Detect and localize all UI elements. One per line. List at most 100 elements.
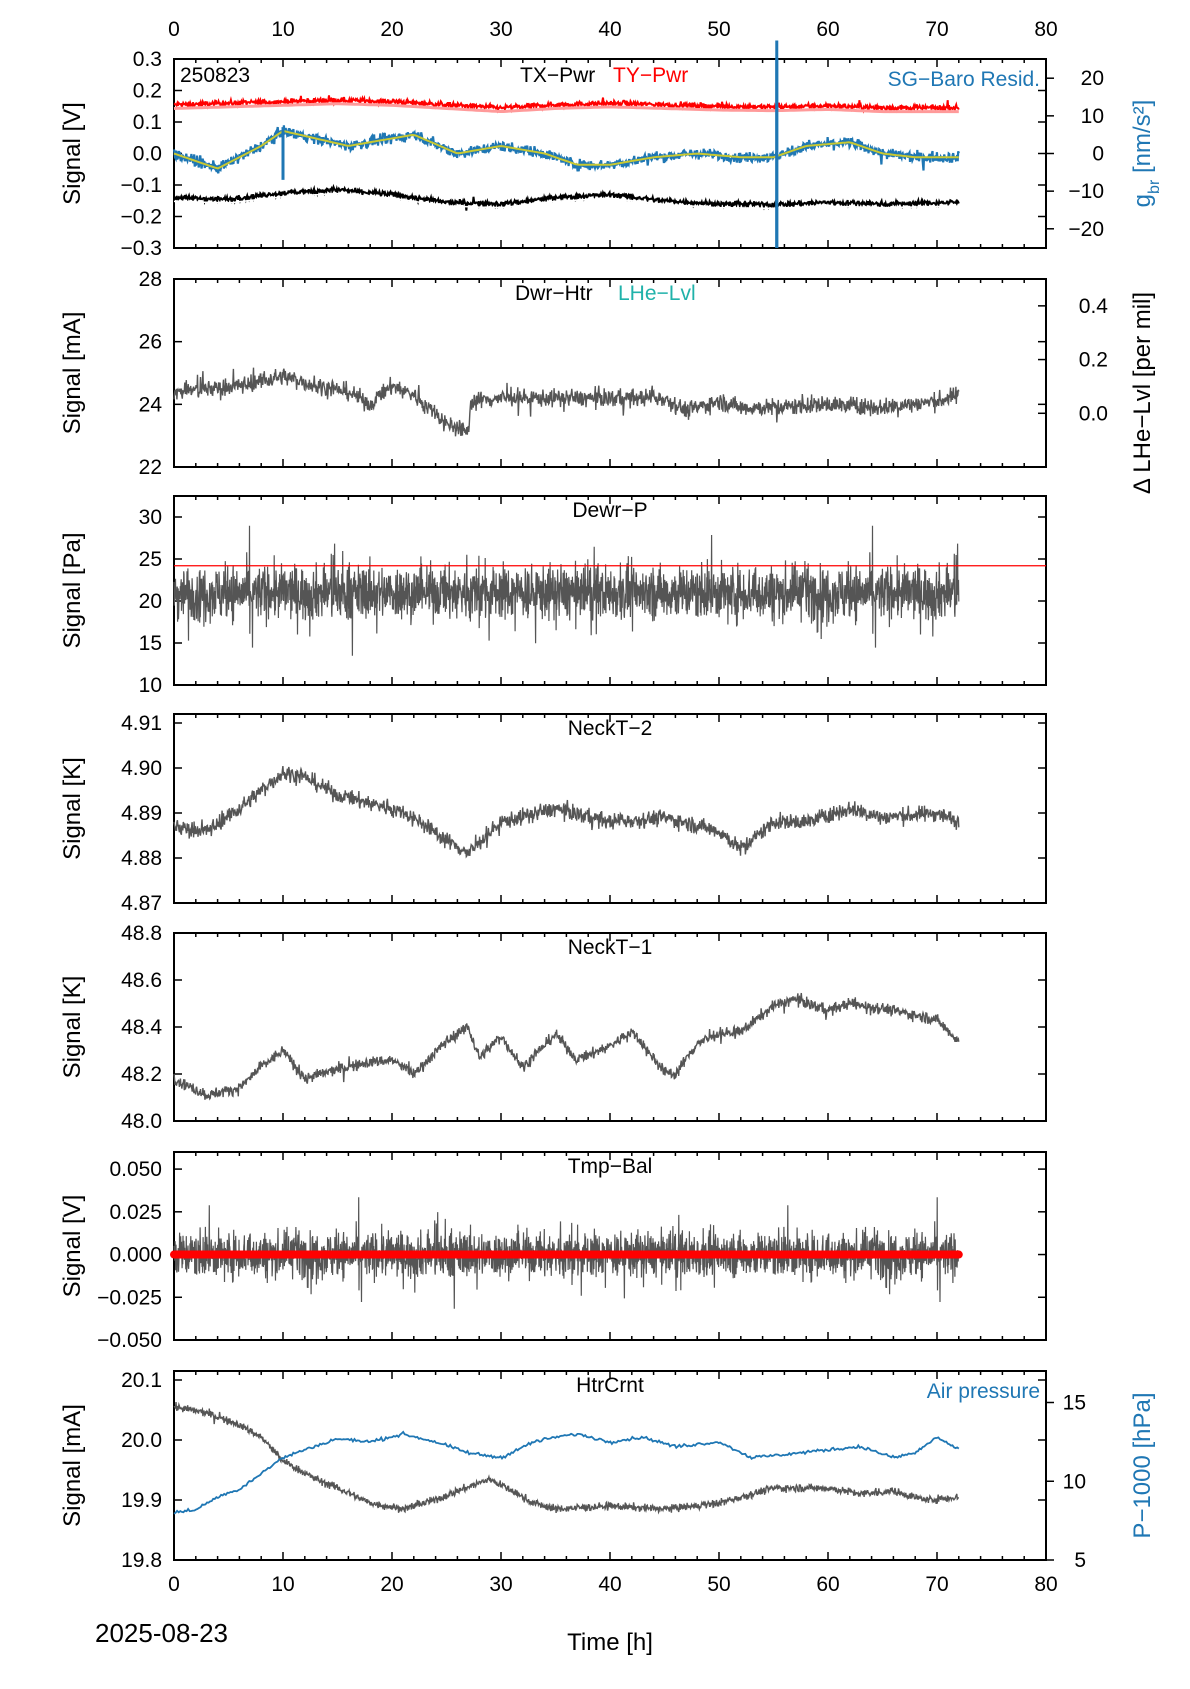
panel-frame <box>173 932 1047 1122</box>
x-tick-label-top: 80 <box>1034 18 1057 41</box>
panel-title: Dewr−P <box>572 499 647 522</box>
panel-title: Tmp−Bal <box>568 1155 653 1178</box>
y-tick-label: 20.1 <box>121 1369 162 1392</box>
series-air-pressure <box>173 1430 960 1515</box>
y2-tick-label: −20 <box>1068 218 1104 241</box>
y-tick-label: 4.87 <box>121 892 162 915</box>
y2-tick-label: 10 <box>1063 1470 1086 1493</box>
y-tick-label: −0.025 <box>97 1286 162 1309</box>
series-neckt-1 <box>173 992 960 1101</box>
y-tick-label: 0.2 <box>133 80 162 103</box>
series-sg-baro-smooth <box>173 130 959 170</box>
panel-title: NeckT−1 <box>568 936 653 959</box>
x-tick-label-top: 50 <box>707 18 730 41</box>
y-tick-label: 4.88 <box>121 847 162 870</box>
panel-frame <box>173 713 1047 904</box>
x-tick-label-top: 40 <box>598 18 621 41</box>
panel-3 <box>173 713 1047 904</box>
y-axis-label: Signal [K] <box>59 757 86 860</box>
y-axis-label: Signal [K] <box>59 976 86 1079</box>
date-label: 2025-08-23 <box>95 1618 228 1648</box>
y-tick-label: 0.000 <box>109 1244 162 1267</box>
legend-tx-pwr: TX−Pwr <box>520 64 595 87</box>
y2-tick-label: 5 <box>1074 1549 1086 1572</box>
series-tx-pwr-smooth <box>173 192 959 210</box>
panel-frame <box>173 1370 1047 1561</box>
x-tick-label-top: 20 <box>380 18 403 41</box>
panel-title: NeckT−2 <box>568 717 653 740</box>
y2-axis-label: gbr [nm/s²] <box>1129 100 1163 208</box>
y-axis-label: Signal [Pa] <box>59 532 86 648</box>
y-axis-label: Signal [mA] <box>59 312 86 435</box>
y-tick-label: −0.1 <box>121 174 162 197</box>
legend-dwr-htr: Dwr−Htr <box>515 282 593 305</box>
y-axis-label: Signal [V] <box>59 102 86 205</box>
x-tick-label: 50 <box>707 1573 730 1596</box>
y-tick-label: −0.2 <box>121 206 162 229</box>
y-tick-label: 48.8 <box>121 922 162 945</box>
x-tick-label: 40 <box>598 1573 621 1596</box>
y2-tick-label: 10 <box>1081 105 1104 128</box>
series-dwr-htr <box>173 367 960 437</box>
y-tick-label: 24 <box>139 393 163 416</box>
x-tick-label: 20 <box>380 1573 403 1596</box>
y-tick-label: 28 <box>139 268 162 291</box>
panel-4 <box>173 932 1047 1122</box>
y-tick-label: 0.3 <box>133 48 162 71</box>
y-tick-label: 48.4 <box>121 1016 162 1039</box>
y2-tick-label: 0 <box>1092 143 1104 166</box>
y-tick-label: 15 <box>139 632 162 655</box>
y-tick-label: 4.89 <box>121 802 162 825</box>
y-axis-label: Signal [V] <box>59 1195 86 1298</box>
y-tick-label: 19.9 <box>121 1489 162 1512</box>
series-ty-pwr <box>173 94 960 114</box>
y2-tick-label: 0.2 <box>1079 349 1108 372</box>
y-axis-label: Signal [mA] <box>59 1404 86 1527</box>
panel-frame <box>173 278 1047 468</box>
series-ty-pwr-smooth <box>173 102 959 114</box>
x-tick-label-top: 70 <box>925 18 948 41</box>
y-tick-label: 25 <box>139 548 162 571</box>
x-tick-label-top: 30 <box>489 18 512 41</box>
y-tick-label: 0.1 <box>133 111 162 134</box>
series-neckt-2 <box>173 766 960 859</box>
y-tick-label: 20 <box>139 590 162 613</box>
x-tick-label-top: 10 <box>271 18 294 41</box>
x-tick-label-top: 60 <box>816 18 839 41</box>
legend-lhe-lvl: LHe−Lvl <box>618 282 696 305</box>
x-tick-label: 70 <box>925 1573 948 1596</box>
y-tick-label: 10 <box>139 674 162 697</box>
y-tick-label: 30 <box>139 506 162 529</box>
panel-title: HtrCrnt <box>576 1374 644 1397</box>
x-tick-label-top: 0 <box>168 18 180 41</box>
series-dewr-p <box>173 525 960 656</box>
y-tick-label: 48.0 <box>121 1110 162 1133</box>
panel-stamp: 250823 <box>180 64 250 87</box>
y2-tick-label: 20 <box>1081 67 1104 90</box>
panel-1 <box>173 278 1047 468</box>
legend-sg-baro: SG−Baro Resid. <box>888 68 1040 91</box>
y2-axis-label: Δ LHe−Lvl [per mil] <box>1129 292 1156 494</box>
series-tx-pwr <box>173 183 960 211</box>
y-tick-label: −0.050 <box>97 1329 162 1352</box>
legend-air-pressure: Air pressure <box>927 1380 1040 1403</box>
y-tick-label: 0.025 <box>109 1201 162 1224</box>
y2-tick-label: 15 <box>1063 1392 1086 1415</box>
y-tick-label: 20.0 <box>121 1429 162 1452</box>
panel-6 <box>173 1370 1047 1561</box>
y2-tick-label: −10 <box>1068 180 1104 203</box>
y-tick-label: 26 <box>139 331 162 354</box>
y-tick-label: 19.8 <box>121 1549 162 1572</box>
y-tick-label: 0.050 <box>109 1158 162 1181</box>
y-tick-label: 22 <box>139 456 162 479</box>
y-tick-label: −0.3 <box>121 237 162 260</box>
y-tick-label: 48.6 <box>121 969 162 992</box>
y2-axis-label: P−1000 [hPa] <box>1129 1392 1156 1538</box>
x-tick-label: 30 <box>489 1573 512 1596</box>
x-tick-label: 60 <box>816 1573 839 1596</box>
y-tick-label: 4.90 <box>121 757 162 780</box>
series-htrcrnt <box>173 1401 960 1515</box>
x-tick-label: 80 <box>1034 1573 1057 1596</box>
